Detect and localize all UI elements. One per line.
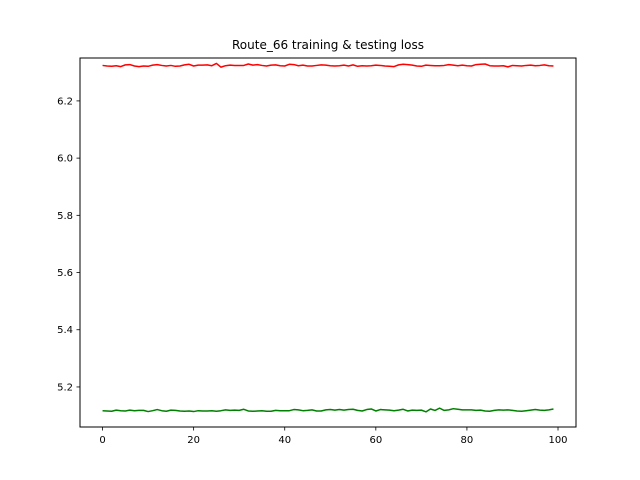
x-tick-label-100: 100 — [548, 435, 567, 446]
chart-title: Route_66 training & testing loss — [232, 38, 424, 52]
x-tick-label-80: 80 — [461, 435, 474, 446]
x-tick-label-20: 20 — [187, 435, 200, 446]
x-tick-label-60: 60 — [369, 435, 382, 446]
y-tick-label-1: 5.4 — [57, 325, 73, 336]
y-tick-label-2: 5.6 — [57, 268, 73, 279]
x-tick-label-40: 40 — [278, 435, 291, 446]
y-tick-label-5: 6.2 — [57, 96, 73, 107]
x-tick-label-0: 0 — [99, 435, 105, 446]
series-layer — [102, 62, 554, 413]
series-line-2 — [102, 407, 554, 413]
series-line-1 — [102, 62, 554, 68]
y-tick-label-4: 6.0 — [57, 154, 73, 165]
axis-layer: 0 20 40 60 80 100 5.2 5.4 5.6 5.8 6.0 6.2 — [57, 96, 567, 446]
y-tick-label-0: 5.2 — [57, 382, 73, 393]
plot-frame — [79, 57, 577, 428]
y-tick-label-3: 5.8 — [57, 211, 73, 222]
